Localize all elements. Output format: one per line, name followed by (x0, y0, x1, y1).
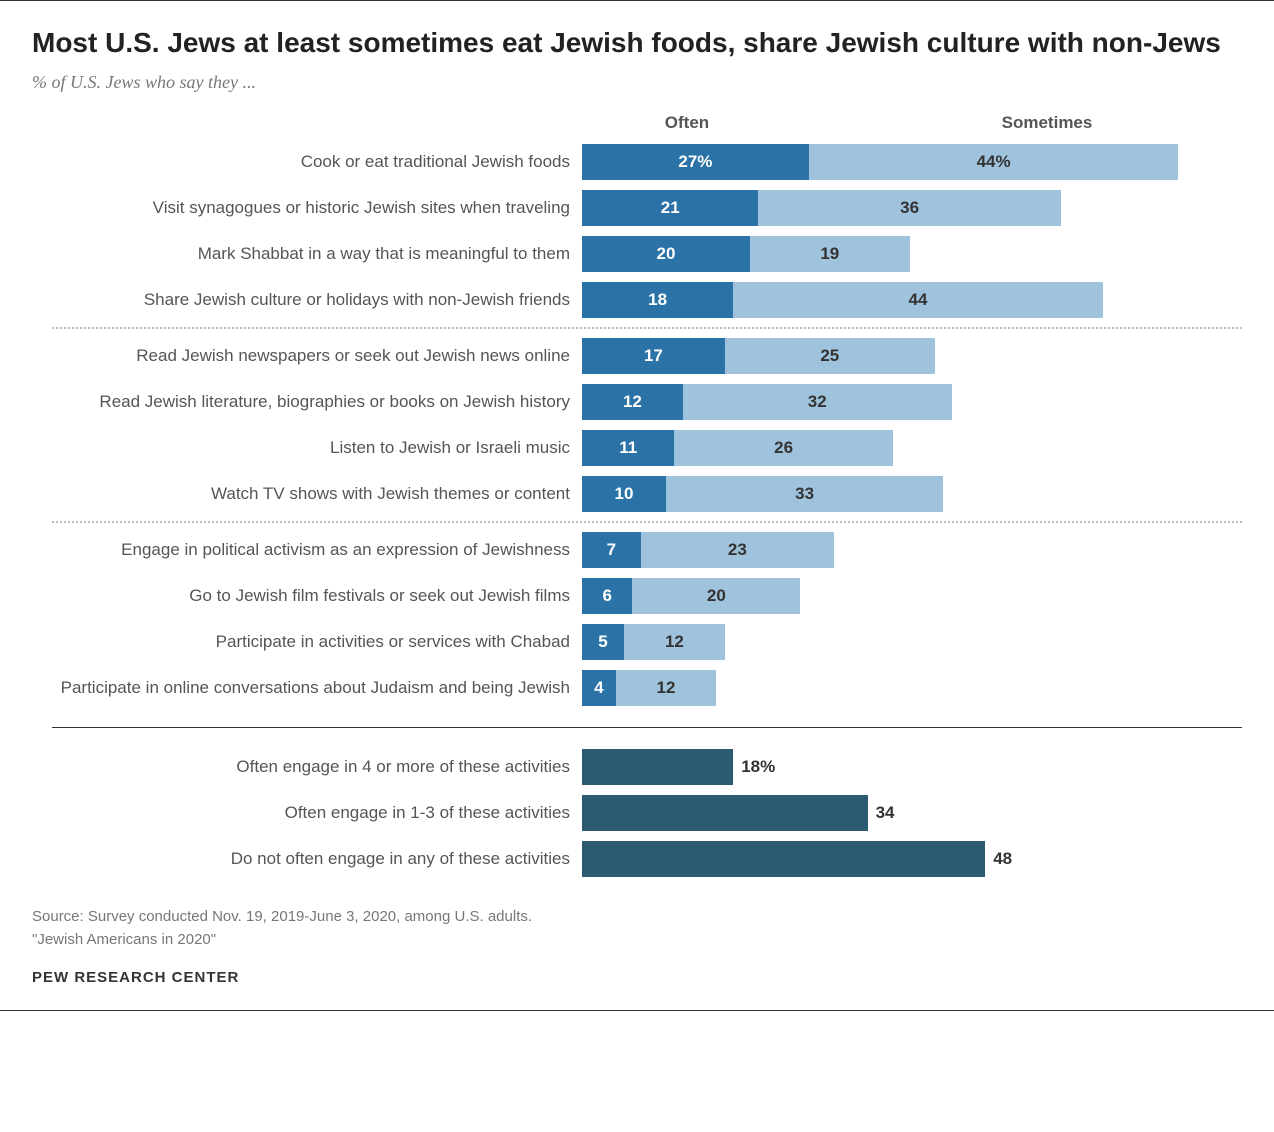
bar-often: 5 (582, 624, 624, 660)
bar-often: 4 (582, 670, 616, 706)
bar-group: 412 (582, 670, 1242, 706)
footer-attribution: PEW RESEARCH CENTER (32, 969, 1242, 986)
summary-row: Often engage in 4 or more of these activ… (32, 744, 1242, 790)
chart-row: Mark Shabbat in a way that is meaningful… (32, 231, 1242, 277)
bar-group: 2019 (582, 236, 1242, 272)
legend-row: Often Sometimes (32, 113, 1242, 133)
chart-subtitle: % of U.S. Jews who say they ... (32, 72, 1242, 93)
group-divider (52, 327, 1242, 329)
row-label: Engage in political activism as an expre… (32, 540, 582, 560)
chart-row: Listen to Jewish or Israeli music1126 (32, 425, 1242, 471)
bar-sometimes: 20 (632, 578, 800, 614)
bar-sometimes: 44% (809, 144, 1179, 180)
bar-group: 2136 (582, 190, 1242, 226)
summary-bar (582, 795, 868, 831)
summary-label: Do not often engage in any of these acti… (32, 849, 582, 869)
chart-row: Go to Jewish film festivals or seek out … (32, 573, 1242, 619)
row-label: Watch TV shows with Jewish themes or con… (32, 484, 582, 504)
bar-often: 7 (582, 532, 641, 568)
row-label: Participate in activities or services wi… (32, 632, 582, 652)
bar-sometimes: 12 (616, 670, 717, 706)
bar-often: 27% (582, 144, 809, 180)
bar-often: 18 (582, 282, 733, 318)
summary-row: Do not often engage in any of these acti… (32, 836, 1242, 882)
chart-title: Most U.S. Jews at least sometimes eat Je… (32, 25, 1242, 60)
bar-group: 1725 (582, 338, 1242, 374)
chart-row: Visit synagogues or historic Jewish site… (32, 185, 1242, 231)
summary-value: 34 (876, 803, 895, 823)
chart-row: Watch TV shows with Jewish themes or con… (32, 471, 1242, 517)
bar-often: 11 (582, 430, 674, 466)
bar-often: 10 (582, 476, 666, 512)
bar-group: 723 (582, 532, 1242, 568)
bar-sometimes: 33 (666, 476, 943, 512)
chart-row: Engage in political activism as an expre… (32, 527, 1242, 573)
summary-value: 18% (741, 757, 775, 777)
chart-row: Share Jewish culture or holidays with no… (32, 277, 1242, 323)
row-label: Visit synagogues or historic Jewish site… (32, 198, 582, 218)
bar-sometimes: 36 (758, 190, 1060, 226)
source-line1: Source: Survey conducted Nov. 19, 2019-J… (32, 908, 532, 925)
summary-bar-wrap: 48 (582, 841, 1242, 877)
bar-group: 1126 (582, 430, 1242, 466)
bar-sometimes: 12 (624, 624, 725, 660)
bar-sometimes: 19 (750, 236, 910, 272)
summary-bar (582, 749, 733, 785)
bar-often: 20 (582, 236, 750, 272)
bar-often: 21 (582, 190, 758, 226)
summary-bar (582, 841, 985, 877)
bar-sometimes: 25 (725, 338, 935, 374)
bar-often: 6 (582, 578, 632, 614)
bar-group: 27%44% (582, 144, 1242, 180)
bar-often: 17 (582, 338, 725, 374)
chart-row: Participate in online conversations abou… (32, 665, 1242, 711)
row-label: Cook or eat traditional Jewish foods (32, 152, 582, 172)
row-label: Go to Jewish film festivals or seek out … (32, 586, 582, 606)
source-line2: "Jewish Americans in 2020" (32, 931, 216, 948)
bar-group: 1033 (582, 476, 1242, 512)
bar-group: 1232 (582, 384, 1242, 420)
chart-row: Read Jewish newspapers or seek out Jewis… (32, 333, 1242, 379)
row-label: Read Jewish newspapers or seek out Jewis… (32, 346, 582, 366)
bar-group: 512 (582, 624, 1242, 660)
chart-row: Cook or eat traditional Jewish foods27%4… (32, 139, 1242, 185)
bar-sometimes: 44 (733, 282, 1103, 318)
summary-label: Often engage in 4 or more of these activ… (32, 757, 582, 777)
row-label: Read Jewish literature, biographies or b… (32, 392, 582, 412)
summary-value: 48 (993, 849, 1012, 869)
summary-bar-wrap: 18% (582, 749, 1242, 785)
row-label: Participate in online conversations abou… (32, 678, 582, 698)
chart-row: Read Jewish literature, biographies or b… (32, 379, 1242, 425)
legend-often: Often (582, 113, 792, 133)
row-label: Listen to Jewish or Israeli music (32, 438, 582, 458)
summary-bar-wrap: 34 (582, 795, 1242, 831)
group-divider (52, 521, 1242, 523)
bar-often: 12 (582, 384, 683, 420)
source-text: Source: Survey conducted Nov. 19, 2019-J… (32, 906, 1242, 951)
section-divider (52, 727, 1242, 728)
bar-sometimes: 26 (674, 430, 892, 466)
legend-sometimes: Sometimes (792, 113, 1242, 133)
summary-label: Often engage in 1-3 of these activities (32, 803, 582, 823)
summary-row: Often engage in 1-3 of these activities 3… (32, 790, 1242, 836)
chart-container: Often Sometimes Cook or eat traditional … (32, 113, 1242, 882)
row-label: Mark Shabbat in a way that is meaningful… (32, 244, 582, 264)
bar-sometimes: 32 (683, 384, 952, 420)
row-label: Share Jewish culture or holidays with no… (32, 290, 582, 310)
bar-sometimes: 23 (641, 532, 834, 568)
chart-row: Participate in activities or services wi… (32, 619, 1242, 665)
bar-group: 620 (582, 578, 1242, 614)
bar-group: 1844 (582, 282, 1242, 318)
